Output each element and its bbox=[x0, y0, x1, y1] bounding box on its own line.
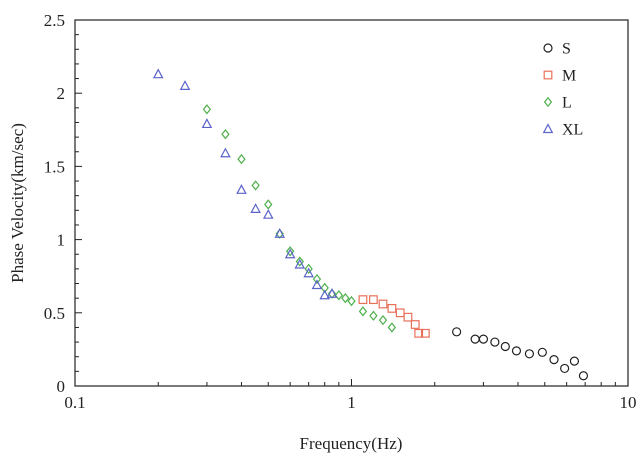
data-point-l bbox=[264, 199, 273, 210]
legend-label-m: M bbox=[562, 68, 576, 85]
data-point-m bbox=[368, 295, 378, 305]
data-point-s bbox=[452, 327, 462, 337]
x-tick-label: 10 bbox=[620, 393, 637, 412]
data-point-xl bbox=[236, 184, 247, 194]
data-point-l bbox=[202, 104, 212, 115]
data-point-l bbox=[334, 290, 344, 301]
data-point-l bbox=[221, 129, 230, 140]
plot-frame bbox=[74, 19, 629, 387]
data-point-l bbox=[251, 180, 260, 191]
data-point-s bbox=[578, 371, 589, 381]
data-point-m bbox=[410, 320, 420, 329]
data-point-l bbox=[312, 273, 322, 285]
data-point-xl bbox=[303, 267, 314, 278]
data-point-xl bbox=[201, 118, 213, 129]
legend-marker-s bbox=[543, 43, 553, 53]
legend-label-s: S bbox=[562, 41, 571, 58]
data-point-l bbox=[285, 246, 295, 257]
data-point-s bbox=[569, 356, 580, 366]
data-point-l bbox=[369, 310, 378, 321]
data-point-l bbox=[304, 263, 313, 275]
data-point-xl bbox=[326, 288, 338, 298]
data-point-xl bbox=[311, 279, 323, 290]
data-point-s bbox=[500, 341, 510, 352]
data-point-xl bbox=[319, 289, 331, 300]
series-s bbox=[452, 327, 589, 381]
data-point-s bbox=[470, 334, 480, 344]
legend-label-xl: XL bbox=[562, 122, 583, 139]
series-m bbox=[358, 295, 430, 338]
tick-label-group: 0.1 1 10 0 0.5 1 1.5 2 2.5 bbox=[44, 11, 637, 412]
data-point-l bbox=[237, 153, 246, 165]
y-tick-label: 0.5 bbox=[44, 304, 65, 323]
data-point-xl bbox=[294, 258, 306, 269]
data-point-m bbox=[378, 299, 388, 309]
y-axis-title: Phase Velocity(km/sec) bbox=[8, 123, 27, 283]
data-point-xl bbox=[250, 203, 261, 213]
data-point-s bbox=[478, 334, 489, 344]
data-point-l bbox=[378, 314, 388, 326]
x-axis-title: Frequency(Hz) bbox=[300, 434, 403, 453]
data-point-xl bbox=[284, 248, 296, 259]
data-point-s bbox=[560, 363, 570, 374]
series-l bbox=[202, 104, 397, 333]
data-point-l bbox=[347, 295, 356, 307]
series-xl bbox=[152, 68, 338, 300]
data-point-s bbox=[511, 346, 522, 356]
data-point-m bbox=[420, 328, 430, 338]
legend-marker-m bbox=[543, 70, 553, 80]
tick-group bbox=[74, 19, 629, 387]
data-point-xl bbox=[220, 147, 231, 158]
legend-label-l: L bbox=[562, 95, 572, 112]
data-point-xl bbox=[262, 208, 274, 219]
x-tick-label: 0.1 bbox=[64, 393, 85, 412]
data-point-m bbox=[395, 308, 405, 318]
data-point-xl bbox=[152, 68, 164, 79]
data-point-l bbox=[358, 306, 368, 317]
x-tick-label: 1 bbox=[347, 393, 356, 412]
data-point-l bbox=[387, 322, 397, 333]
legend-marker-xl bbox=[542, 123, 554, 134]
y-tick-label: 2 bbox=[57, 84, 66, 103]
data-point-s bbox=[524, 349, 535, 359]
data-point-xl bbox=[274, 227, 286, 238]
data-point-l bbox=[295, 256, 304, 267]
y-tick-label: 0 bbox=[57, 377, 66, 396]
data-point-m bbox=[403, 312, 413, 322]
data-point-l bbox=[320, 282, 329, 294]
data-point-xl bbox=[179, 80, 191, 90]
data-point-s bbox=[490, 337, 500, 347]
data-point-m bbox=[358, 295, 368, 305]
y-tick-label: 1.5 bbox=[44, 157, 65, 176]
data-point-l bbox=[341, 293, 350, 304]
data-point-m bbox=[414, 328, 424, 338]
legend: SML XL bbox=[542, 41, 583, 139]
data-point-s bbox=[549, 355, 559, 365]
legend-marker-l bbox=[543, 96, 553, 108]
data-point-s bbox=[537, 347, 547, 357]
y-tick-label: 2.5 bbox=[44, 11, 65, 30]
series-group bbox=[152, 68, 589, 381]
data-point-m bbox=[387, 304, 397, 313]
y-tick-label: 1 bbox=[57, 231, 66, 250]
